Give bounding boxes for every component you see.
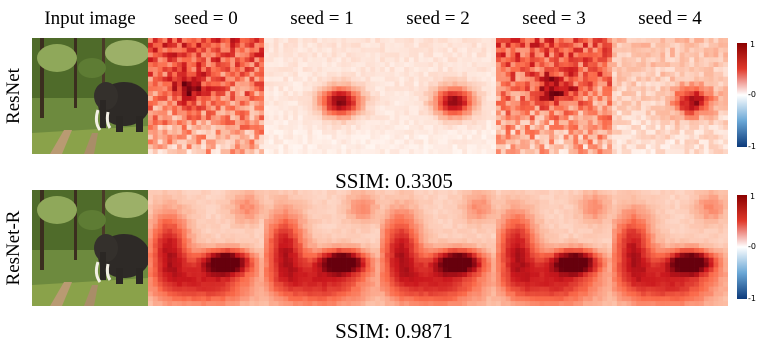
colorbar-row2 — [737, 195, 747, 299]
heatmap-resnet-r-seed-1 — [264, 190, 380, 306]
colorbar-row2-tick-top: 1 — [750, 192, 756, 201]
colorbar-row1-tick-mid: -0 — [748, 90, 756, 99]
heatmap-resnet-seed-4 — [612, 38, 728, 154]
elephant-photo — [32, 38, 148, 154]
colorbar-row2-tick-mid: -0 — [748, 242, 756, 251]
row-label-resnet-r: ResNet-R — [3, 210, 24, 286]
heatmap-resnet-r-seed-3 — [496, 190, 612, 306]
colorbar-row1 — [737, 43, 747, 147]
ssim-resnet: SSIM: 0.3305 — [335, 169, 453, 193]
column-header-seed-0: seed = 0 — [174, 8, 238, 29]
column-header-seed-4: seed = 4 — [638, 8, 702, 29]
ssim-resnet-r: SSIM: 0.9871 — [335, 319, 453, 343]
heatmap-resnet-seed-2 — [380, 38, 496, 154]
heatmap-resnet-seed-3 — [496, 38, 612, 154]
heatmap-resnet-seed-0 — [148, 38, 264, 154]
heatmap-resnet-seed-1 — [264, 38, 380, 154]
column-header-seed-3: seed = 3 — [522, 8, 586, 29]
heatmap-resnet-r-seed-0 — [148, 190, 264, 306]
input-image-row2 — [32, 190, 148, 306]
heatmap-resnet-r-seed-2 — [380, 190, 496, 306]
colorbar-row1-tick-top: 1 — [750, 40, 756, 49]
column-header-seed-2: seed = 2 — [406, 8, 470, 29]
row-label-resnet: ResNet — [3, 68, 24, 124]
elephant-photo — [32, 190, 148, 306]
column-header-input: Input image — [44, 8, 136, 29]
colorbar-row1-tick-bottom: -1 — [748, 142, 756, 151]
input-image-row1 — [32, 38, 148, 154]
heatmap-resnet-r-seed-4 — [612, 190, 728, 306]
column-header-seed-1: seed = 1 — [290, 8, 354, 29]
colorbar-row2-tick-bottom: -1 — [748, 294, 756, 303]
